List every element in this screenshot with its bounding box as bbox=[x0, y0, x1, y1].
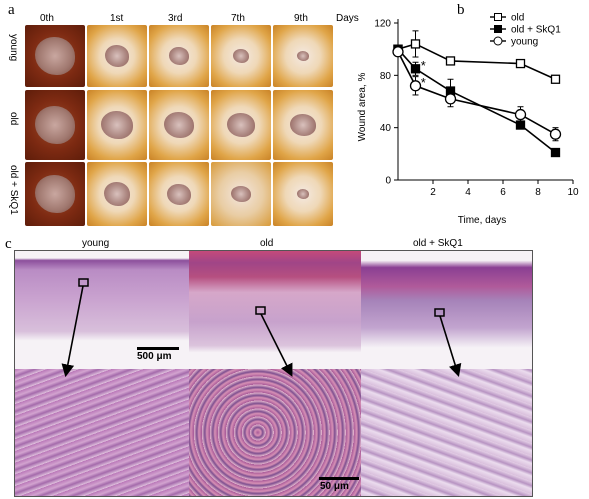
wound-photo-old-0th bbox=[25, 90, 85, 160]
legend-label: old + SkQ1 bbox=[511, 25, 561, 36]
histology-old-high bbox=[189, 369, 361, 496]
column-label-9th: 9th bbox=[294, 13, 308, 24]
column-title-old: old bbox=[260, 238, 274, 249]
zoom-arrow-old bbox=[260, 313, 293, 377]
column-label-1st: 1st bbox=[110, 13, 124, 24]
x-tick-label: 8 bbox=[535, 187, 541, 198]
column-label-0th: 0th bbox=[40, 13, 54, 24]
wound-photo-old-3rd bbox=[149, 90, 209, 160]
magnification-overlay bbox=[61, 278, 462, 378]
histology-skq1-low bbox=[361, 251, 532, 369]
chart-markers: ** bbox=[392, 39, 562, 158]
wound-area bbox=[35, 37, 75, 75]
wound-photo-old-skq1-9th bbox=[273, 162, 333, 226]
data-point-square bbox=[445, 56, 456, 66]
row-label-old-skq1: old + SkQ1 bbox=[8, 165, 19, 215]
data-point-square bbox=[410, 64, 421, 74]
legend-marker bbox=[493, 36, 503, 46]
legend-label: young bbox=[511, 37, 538, 48]
wound-area bbox=[297, 51, 309, 61]
panel-a-label: a bbox=[8, 2, 15, 18]
wound-area bbox=[105, 45, 129, 67]
wound-photo-young-0th bbox=[25, 25, 85, 87]
x-axis-label: Time, days bbox=[458, 215, 507, 226]
panel-c-label: c bbox=[5, 236, 12, 252]
days-label: Days bbox=[336, 13, 359, 24]
wound-photo-young-1st bbox=[87, 25, 147, 87]
row-label-old: old bbox=[8, 112, 19, 126]
zoom-box-old bbox=[255, 306, 266, 315]
significance-marker: * bbox=[421, 75, 426, 90]
data-point-circle bbox=[392, 46, 404, 58]
zoom-arrow-young bbox=[61, 285, 84, 378]
data-point-circle bbox=[514, 108, 527, 121]
data-point-circle bbox=[409, 80, 422, 92]
zoom-arrow-skq1 bbox=[439, 315, 462, 378]
legend-label: old bbox=[511, 13, 524, 24]
scale-label-50um: 50 μm bbox=[320, 481, 349, 492]
data-point-circle bbox=[444, 93, 457, 105]
wound-photo-old-skq1-3rd bbox=[149, 162, 209, 226]
wound-area bbox=[231, 186, 251, 202]
y-tick-label: 80 bbox=[380, 71, 392, 82]
wound-photo-old-skq1-1st bbox=[87, 162, 147, 226]
wound-photo-old-7th bbox=[211, 90, 271, 160]
wound-area bbox=[35, 175, 75, 213]
data-point-square bbox=[550, 74, 561, 84]
column-title-old-skq1: old + SkQ1 bbox=[413, 238, 463, 249]
wound-area bbox=[35, 106, 75, 144]
wound-area bbox=[233, 49, 249, 63]
data-point-square bbox=[515, 120, 526, 130]
data-point-square bbox=[410, 39, 421, 49]
wound-area bbox=[101, 111, 133, 139]
legend-marker bbox=[494, 25, 502, 33]
y-axis-label: Wound area, % bbox=[357, 73, 368, 142]
wound-area bbox=[164, 112, 194, 138]
x-tick-label: 2 bbox=[430, 187, 436, 198]
wound-area bbox=[290, 114, 316, 136]
wound-photo-young-9th bbox=[273, 25, 333, 87]
wound-photo-old-skq1-7th bbox=[211, 162, 271, 226]
wound-photo-old-1st bbox=[87, 90, 147, 160]
wound-area bbox=[167, 183, 191, 205]
histology-skq1-high bbox=[361, 369, 532, 496]
panel-b-label: b bbox=[457, 2, 465, 18]
zoom-box-young bbox=[78, 278, 89, 287]
column-label-7th: 7th bbox=[231, 13, 245, 24]
zoom-box-skq1 bbox=[434, 308, 445, 317]
wound-photo-old-9th bbox=[273, 90, 333, 160]
wound-area bbox=[104, 182, 130, 206]
y-tick-label: 120 bbox=[374, 19, 391, 30]
data-point-square bbox=[515, 58, 526, 69]
wound-area bbox=[169, 47, 189, 65]
chart-axes: 2 4 6 8 10 0 40 80 120 bbox=[374, 19, 579, 199]
y-tick-label: 40 bbox=[380, 123, 392, 134]
scale-bar-50um bbox=[319, 477, 359, 480]
wound-area bbox=[227, 113, 255, 137]
wound-photo-young-7th bbox=[211, 25, 271, 87]
scale-label-500um: 500 μm bbox=[137, 351, 172, 362]
column-title-young: young bbox=[82, 238, 110, 249]
histology-young-high bbox=[15, 369, 189, 496]
data-point-circle bbox=[549, 128, 562, 140]
histology-panel: 500 μm 50 μm bbox=[14, 250, 533, 497]
histology-old-low bbox=[189, 251, 361, 369]
x-tick-label: 6 bbox=[500, 187, 506, 198]
scale-bar-500um bbox=[137, 347, 179, 350]
significance-marker: * bbox=[421, 58, 426, 73]
x-tick-label: 4 bbox=[465, 187, 471, 198]
wound-photo-old-skq1-0th bbox=[25, 162, 85, 226]
legend-marker bbox=[494, 13, 502, 21]
row-label-young: young bbox=[8, 34, 19, 62]
data-point-square bbox=[550, 147, 561, 158]
x-tick-label: 10 bbox=[567, 187, 579, 198]
wound-photo-young-3rd bbox=[149, 25, 209, 87]
wound-area bbox=[297, 189, 309, 199]
y-tick-label: 0 bbox=[385, 176, 391, 187]
column-label-3rd: 3rd bbox=[168, 13, 183, 24]
